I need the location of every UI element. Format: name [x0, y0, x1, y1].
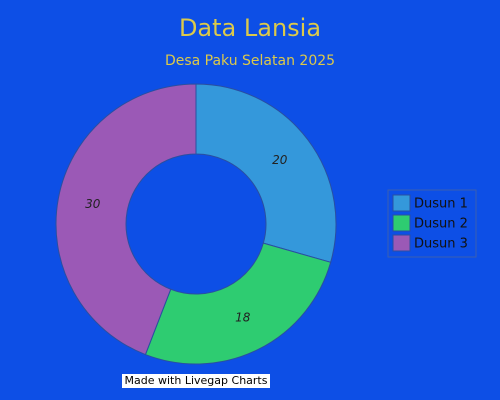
- footer-background: [122, 374, 270, 388]
- footer: Made with Livegap Charts: [125, 374, 268, 387]
- legend-label: Dusun 3: [414, 237, 468, 252]
- legend-label: Dusun 2: [414, 217, 468, 232]
- legend-swatch: [392, 214, 411, 232]
- slice: [144, 242, 332, 365]
- legend-label: Dusun 1: [414, 197, 468, 212]
- legend-swatch: [392, 234, 411, 252]
- slice: [195, 83, 337, 263]
- data-label: 18: [235, 310, 251, 324]
- data-label: 20: [272, 153, 288, 167]
- data-label: 30: [85, 197, 101, 211]
- chart-title: Data Lansia: [179, 14, 321, 42]
- legend-swatch: [392, 194, 411, 212]
- slice: [55, 83, 197, 356]
- legend-box: [387, 189, 477, 258]
- chart-subtitle: Desa Paku Selatan 2025: [165, 53, 335, 69]
